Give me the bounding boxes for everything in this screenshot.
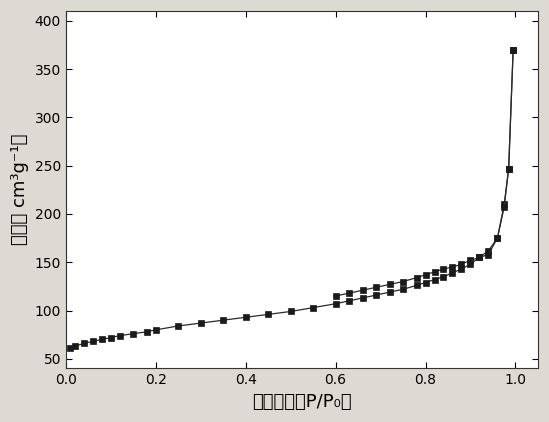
Y-axis label: 体积（ cm³g⁻¹）: 体积（ cm³g⁻¹） (11, 134, 29, 246)
X-axis label: 相对压强（P/P₀）: 相对压强（P/P₀） (252, 393, 352, 411)
